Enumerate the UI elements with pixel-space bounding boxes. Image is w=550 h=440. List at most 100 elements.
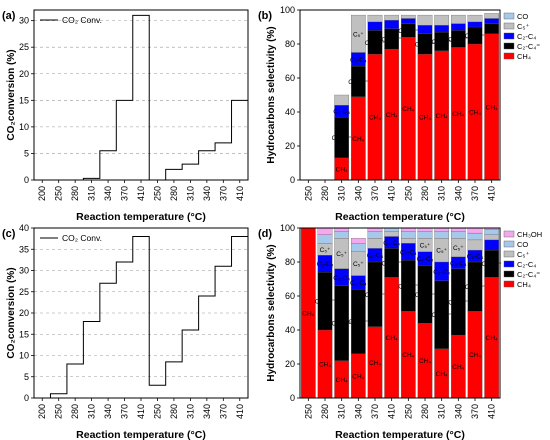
legend-label: C₂-C₄ <box>517 260 536 269</box>
x-tick-label: 250 <box>152 404 162 419</box>
y-tick-label: 30 <box>19 266 29 276</box>
x-tick-label: 310 <box>437 404 447 419</box>
bar-label: C₂-C₄⁼ <box>348 319 369 326</box>
bar-segment <box>451 14 466 24</box>
bar-segment <box>434 231 449 239</box>
x-axis-title: Reaction temperature (°C) <box>76 211 206 223</box>
y-tick-label: 0 <box>24 393 29 403</box>
bar-segment <box>401 227 416 232</box>
bar-label: CH₄ <box>452 111 464 118</box>
bar-label: CH₄ <box>419 115 431 122</box>
bar-label: C₂-C₄ <box>350 57 367 64</box>
bar-segment <box>384 20 399 29</box>
y-tick-label: 20 <box>285 141 295 151</box>
x-tick-label: 340 <box>353 186 363 201</box>
legend-swatch <box>503 32 515 40</box>
bar-segment <box>467 227 483 234</box>
y-tick-label: 10 <box>19 351 29 361</box>
bar-label: C₂-C₄⁼ <box>415 292 436 299</box>
bar-label: CH₄ <box>386 112 398 119</box>
bar-label: CH₄ <box>336 166 348 173</box>
x-tick-label: 280 <box>169 404 179 419</box>
x-tick-label: 340 <box>453 186 463 201</box>
bar-label: C₅⁺ <box>336 251 347 258</box>
legend-swatch <box>503 250 515 258</box>
legend-swatch <box>503 230 515 238</box>
bar-label: C₂-C₄⁼ <box>332 321 353 328</box>
bar-label: CH₄ <box>336 377 348 384</box>
bar-segment <box>451 231 466 239</box>
bar-label: C₂-C₄⁼ <box>398 283 419 290</box>
bar-label: CH₄ <box>352 136 364 143</box>
x-axis-title: Reaction temperature (°C) <box>335 211 465 223</box>
x-tick-label: 370 <box>370 186 380 201</box>
y-tick-label: 60 <box>285 291 295 301</box>
x-tick-label: 370 <box>120 186 130 201</box>
bar-label: C₅⁺ <box>320 247 331 254</box>
panel-letter: (d) <box>258 228 272 240</box>
legend-label: C₂-C₄⁼ <box>517 270 540 279</box>
bar-label: C₂-C₄⁼ <box>398 28 419 35</box>
bar-label: CH₄ <box>419 358 431 365</box>
y-tick-label: 25 <box>19 42 29 52</box>
bar-segment <box>467 232 483 241</box>
y-axis-title: CO₂conversion (%) <box>6 49 17 140</box>
legend-label: C₂-C₄⁼ <box>517 42 540 51</box>
legend-label: C₅⁺ <box>517 250 529 259</box>
bar-segment <box>384 14 399 21</box>
bar-label: CH₄ <box>319 362 331 369</box>
y-tick-label: 80 <box>285 39 295 49</box>
x-tick-label: 280 <box>420 186 430 201</box>
legend-swatch <box>503 42 515 50</box>
bar-label: C₂-C₄⁼ <box>415 42 436 49</box>
bar-label: C₂-C₄ <box>333 109 350 116</box>
bar-segment <box>401 18 416 24</box>
y-tick-label: 20 <box>285 359 295 369</box>
panel-a: 0 5 10 15 20 25 30 200 250 280 310 340 370 410 250 280 3… <box>2 9 249 223</box>
bar-label: CH₄ <box>369 115 381 122</box>
legend-label: CO₂ Conv. <box>62 15 102 25</box>
conversion-line <box>34 236 248 399</box>
bar-label: C₂-C₄⁼ <box>348 79 369 86</box>
x-tick-label: 280 <box>320 404 330 419</box>
bar-segment <box>417 25 433 34</box>
bar-segment <box>367 21 383 31</box>
y-tick-label: 5 <box>24 148 29 158</box>
x-tick-label: 370 <box>470 186 480 201</box>
x-tick-label: 200 <box>37 186 47 201</box>
bar-label: C₂-C₄⁼ <box>448 36 469 43</box>
bar-label: CH₄ <box>436 371 448 378</box>
x-tick-label: 250 <box>152 186 162 201</box>
x-tick-label: 370 <box>470 404 480 419</box>
bar-label: C₂-C₄⁼ <box>482 261 503 268</box>
x-tick-label: 250 <box>403 404 413 419</box>
y-tick-label: 35 <box>19 244 29 254</box>
x-tick-label: 340 <box>202 404 212 419</box>
bar-label: C₂-C₄ <box>433 269 450 276</box>
bar-segment <box>434 25 449 33</box>
bar-label: C₂-C₄⁼ <box>365 40 386 47</box>
panel-letter: (a) <box>2 10 16 22</box>
legend-label: CO <box>517 240 528 249</box>
bar-label: C₂-C₄⁼ <box>448 299 469 306</box>
bar-label: C₂-C₄ <box>350 280 367 287</box>
x-tick-label: 410 <box>136 186 146 201</box>
x-tick-label: 310 <box>185 186 195 201</box>
x-tick-label: 310 <box>337 404 347 419</box>
x-tick-label: 250 <box>54 186 64 201</box>
bar-label: C₂-C₄⁼ <box>432 39 453 46</box>
panel-d: 0 20 40 60 80 100 250 280 310 340 370 410 250 280 310 3… <box>258 223 542 440</box>
y-tick-label: 100 <box>280 223 295 233</box>
bar-label: C₂-C₄ <box>467 254 484 261</box>
bar-label: CH₄ <box>486 104 498 111</box>
bar-segment <box>401 231 416 239</box>
bar-segment <box>384 231 399 237</box>
plot-frame <box>33 9 249 181</box>
bar-label: C₂-C₄⁼ <box>465 284 486 291</box>
bar-segment <box>367 227 383 232</box>
bar-segment <box>467 239 483 251</box>
bar-label: CH₄ <box>402 106 414 113</box>
bar-segment <box>467 21 483 28</box>
x-tick-label: 340 <box>202 186 212 201</box>
y-tick-label: 100 <box>280 5 295 15</box>
